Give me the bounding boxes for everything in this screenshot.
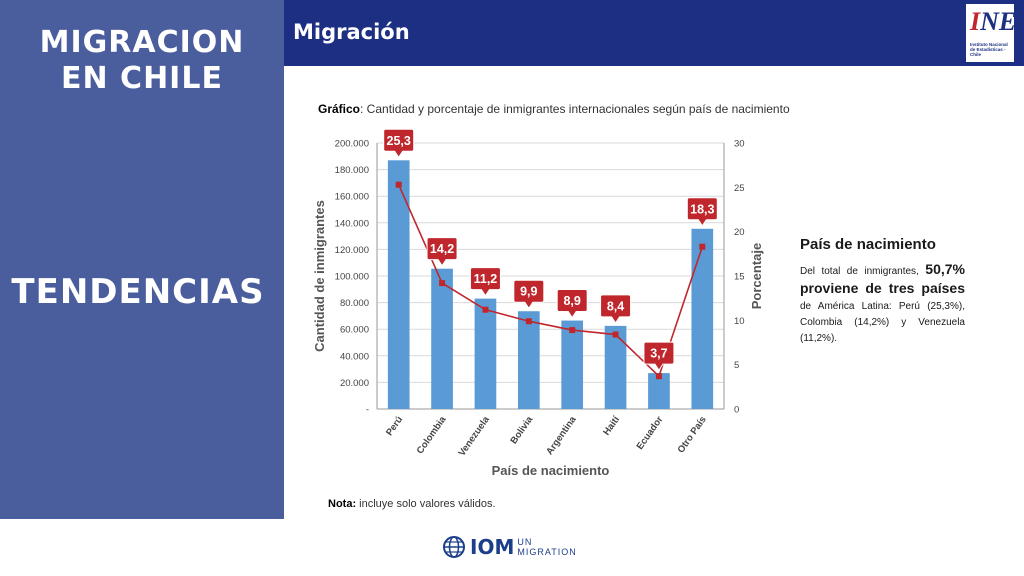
- iom-wordmark: IOM: [470, 535, 515, 559]
- chart-caption-text: : Cantidad y porcentaje de inmigrantes i…: [360, 102, 790, 116]
- y-tick-label: 200.000: [335, 139, 369, 150]
- data-callout: [600, 294, 632, 324]
- chart-caption-bold: Gráfico: [318, 102, 361, 116]
- data-label: 8,9: [563, 294, 580, 308]
- bar: [604, 325, 627, 409]
- y-tick-label: 140.000: [335, 218, 369, 229]
- y2-tick-label: 30: [734, 139, 745, 150]
- side-p1: Del total de inmigrantes,: [800, 266, 919, 277]
- data-label: 18,3: [690, 202, 714, 216]
- y-tick-label: 160.000: [335, 192, 369, 203]
- bar: [387, 160, 410, 409]
- y-tick-label: 80.000: [340, 298, 369, 309]
- left-panel: MIGRACION EN CHILE TENDENCIAS: [0, 0, 284, 519]
- y-tick-label: 40.000: [340, 351, 369, 362]
- x-tick-label: Haití: [601, 414, 622, 437]
- percent-marker: [612, 331, 619, 338]
- y-axis-title: Cantidad de inmigrantes: [312, 200, 327, 352]
- y2-tick-label: 25: [734, 183, 745, 194]
- section-subtitle: TENDENCIAS: [11, 272, 265, 312]
- header-bar: Migración: [284, 0, 1024, 66]
- y-tick-label: 60.000: [340, 325, 369, 336]
- percent-line: [397, 184, 704, 378]
- bar: [561, 320, 584, 409]
- data-label: 9,9: [520, 285, 537, 299]
- y-tick-label: 20.000: [340, 378, 369, 389]
- y-tick-label: 100.000: [335, 272, 369, 283]
- y2-tick-label: 20: [734, 227, 745, 238]
- side-highlight-text: proviene de tres países: [800, 280, 965, 296]
- percent-marker: [699, 243, 706, 250]
- x-tick-label: Perú: [384, 414, 405, 438]
- y-tick-label: 180.000: [335, 165, 369, 176]
- side-heading: País de nacimiento: [800, 236, 936, 253]
- x-axis-title: País de nacimiento: [492, 463, 610, 478]
- percent-marker: [482, 306, 489, 313]
- y2-tick-label: 5: [734, 360, 739, 371]
- bar: [474, 298, 497, 409]
- percent-marker: [395, 181, 402, 188]
- side-summary: País de nacimiento Del total de inmigran…: [800, 236, 965, 347]
- section-title-line1: MIGRACION: [39, 25, 245, 60]
- ine-logo: INE Instituto Nacional de Estadísticas -…: [964, 2, 1016, 64]
- iom-un: UN: [517, 537, 533, 547]
- y2-tick-label: 10: [734, 316, 745, 327]
- ine-logo-mark: INE: [970, 7, 1017, 36]
- x-tick-label: Venezuela: [457, 414, 493, 459]
- iom-logo: IOM UN MIGRATION: [442, 535, 577, 559]
- percent-marker: [569, 327, 576, 334]
- data-callout: [686, 197, 718, 227]
- data-callout: [469, 267, 501, 297]
- side-paragraph: Del total de inmigrantes, 50,7% proviene…: [800, 261, 965, 347]
- percent-marker: [655, 373, 662, 380]
- y-tick-label: -: [366, 405, 369, 416]
- bar: [431, 268, 453, 409]
- data-callout: [556, 289, 588, 319]
- ine-logo-subtitle: Instituto Nacional de Estadísticas - Chi…: [970, 42, 1008, 57]
- footer: [0, 519, 1024, 576]
- x-tick-label: Otro País: [676, 414, 709, 455]
- x-tick-label: Colombia: [415, 414, 449, 456]
- percent-marker: [525, 318, 532, 325]
- page-title: Migración: [293, 20, 410, 44]
- bar: [691, 228, 714, 409]
- y2-axis-title: Porcentaje: [749, 243, 764, 309]
- data-callout: [513, 279, 545, 310]
- note-bold: Nota:: [328, 498, 357, 510]
- iom-subtitle: UN MIGRATION: [517, 537, 576, 557]
- bar: [517, 311, 540, 409]
- y2-tick-label: 15: [734, 272, 745, 283]
- data-label: 3,7: [650, 347, 667, 361]
- data-label: 8,4: [607, 299, 624, 313]
- x-tick-label: Ecuador: [635, 414, 666, 452]
- x-tick-label: Argentina: [544, 414, 579, 457]
- chart-note: Nota: incluye solo valores válidos.: [328, 498, 496, 510]
- data-label: 25,3: [387, 134, 411, 148]
- section-title-line2: EN CHILE: [61, 61, 223, 96]
- iom-migration: MIGRATION: [517, 547, 577, 557]
- data-callout: [643, 341, 675, 371]
- side-p2: de América Latina: Perú (25,3%), Colombi…: [800, 301, 965, 344]
- globe-icon: [443, 536, 465, 558]
- data-callout: [383, 128, 415, 159]
- data-label: 14,2: [430, 242, 454, 256]
- y2-tick-label: 0: [734, 405, 739, 416]
- data-callout: [426, 237, 458, 267]
- percent-marker: [439, 280, 446, 287]
- note-text: incluye solo valores válidos.: [356, 498, 496, 510]
- y-tick-label: 120.000: [335, 245, 369, 256]
- chart: - 20.000 40.000 60.000 80.000 100.000 120.000 1…: [312, 128, 764, 478]
- chart-caption: Gráfico: Cantidad y porcentaje de inmigr…: [318, 102, 790, 116]
- side-highlight-pct: 50,7%: [925, 261, 965, 277]
- data-label: 11,2: [474, 272, 498, 286]
- x-tick-label: Bolivia: [508, 414, 535, 446]
- bar: [648, 373, 670, 409]
